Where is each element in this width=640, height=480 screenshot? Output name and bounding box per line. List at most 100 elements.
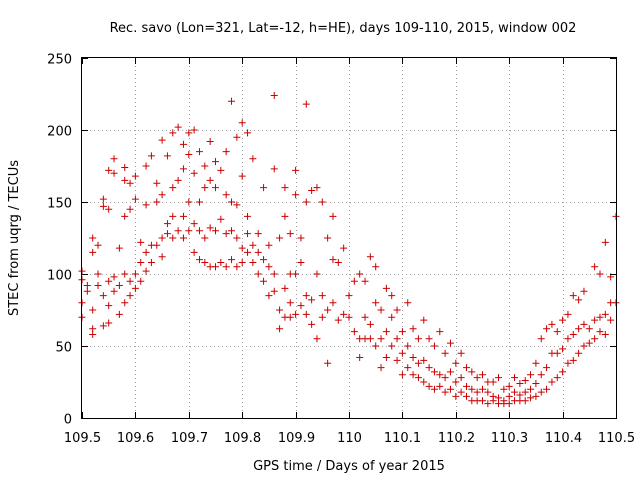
- data-point: [233, 133, 241, 141]
- data-point: [206, 176, 214, 184]
- data-point: [195, 198, 203, 206]
- data-point: [281, 284, 289, 292]
- data-point: [169, 212, 177, 220]
- data-point: [121, 212, 129, 220]
- data-point: [543, 385, 551, 393]
- data-point: [553, 349, 561, 357]
- data-point: [324, 234, 332, 242]
- data-point: [83, 282, 91, 290]
- data-point: [462, 364, 470, 372]
- data-point: [452, 378, 460, 386]
- data-point: [596, 270, 604, 278]
- data-point: [265, 292, 273, 300]
- data-point: [468, 368, 476, 376]
- data-point: [388, 292, 396, 300]
- x-tick-label: 110.1: [384, 431, 421, 446]
- data-point: [420, 378, 428, 386]
- data-point: [398, 328, 406, 336]
- x-tick-label: 109.8: [224, 431, 261, 446]
- data-point: [212, 184, 219, 192]
- data-point: [286, 299, 294, 307]
- data-point: [249, 155, 257, 163]
- data-point: [297, 234, 305, 242]
- data-point: [559, 316, 567, 324]
- data-point: [575, 349, 583, 357]
- data-point: [286, 230, 294, 238]
- data-point: [302, 198, 310, 206]
- y-tick-label: 150: [47, 197, 72, 212]
- data-point: [527, 394, 535, 402]
- data-point: [110, 273, 118, 281]
- data-point: [569, 292, 577, 300]
- data-point: [153, 241, 161, 249]
- data-point: [174, 176, 182, 184]
- data-point: [121, 163, 129, 171]
- data-point: [201, 184, 209, 192]
- data-point: [153, 179, 161, 187]
- x-tick-label: 109.6: [117, 431, 154, 446]
- data-point: [313, 270, 321, 278]
- data-point: [313, 335, 321, 343]
- data-point: [105, 302, 113, 310]
- data-point: [260, 184, 268, 192]
- data-point: [244, 212, 252, 220]
- data-point: [366, 253, 374, 261]
- data-point: [169, 234, 177, 242]
- data-point: [302, 310, 310, 318]
- data-point: [110, 155, 118, 163]
- data-point: [142, 248, 150, 256]
- data-point: [99, 202, 107, 210]
- data-point: [233, 234, 241, 242]
- data-point: [179, 165, 187, 173]
- data-point: [94, 270, 102, 278]
- y-tick-label: 250: [47, 53, 72, 68]
- data-point: [505, 400, 513, 408]
- data-point: [137, 238, 145, 246]
- data-point: [436, 328, 444, 336]
- data-point: [537, 335, 545, 343]
- data-point: [372, 299, 380, 307]
- data-point: [115, 244, 123, 252]
- data-point: [340, 310, 348, 318]
- data-point: [110, 169, 118, 177]
- data-point: [121, 299, 129, 307]
- data-point: [462, 382, 470, 390]
- data-point: [121, 270, 129, 278]
- data-point: [468, 385, 476, 393]
- data-point: [404, 299, 412, 307]
- y-tick-label: 50: [55, 341, 72, 356]
- data-point: [110, 287, 118, 295]
- data-point: [297, 258, 305, 266]
- x-axis-label: GPS time / Days of year 2015: [253, 459, 445, 474]
- data-point: [575, 296, 583, 304]
- data-point: [516, 391, 524, 399]
- data-point: [393, 306, 401, 314]
- data-point: [222, 230, 230, 238]
- data-point: [270, 270, 278, 278]
- data-point: [543, 364, 551, 372]
- data-point: [313, 184, 321, 192]
- x-axis-tick-labels: 109.5 109.6 109.7 109.8 109.9 110 110.1 110.2 11…: [64, 431, 635, 446]
- data-point: [260, 277, 268, 285]
- data-point: [532, 392, 540, 400]
- data-point: [356, 354, 364, 362]
- data-point: [244, 248, 252, 256]
- data-point: [233, 201, 241, 209]
- data-point: [596, 328, 604, 336]
- data-point: [308, 296, 316, 304]
- x-tick-label: 110: [337, 431, 362, 446]
- data-point: [425, 335, 433, 343]
- data-point: [190, 220, 198, 228]
- data-point: [548, 378, 556, 386]
- x-tick-label: 110.5: [598, 431, 635, 446]
- data-point: [329, 256, 337, 264]
- data-point: [366, 320, 374, 328]
- data-point: [553, 328, 561, 336]
- data-point: [591, 316, 599, 324]
- data-point: [553, 374, 561, 382]
- data-point: [222, 263, 230, 271]
- data-point: [564, 310, 572, 318]
- data-point: [409, 325, 417, 333]
- data-point: [334, 316, 342, 324]
- data-point: [201, 234, 209, 242]
